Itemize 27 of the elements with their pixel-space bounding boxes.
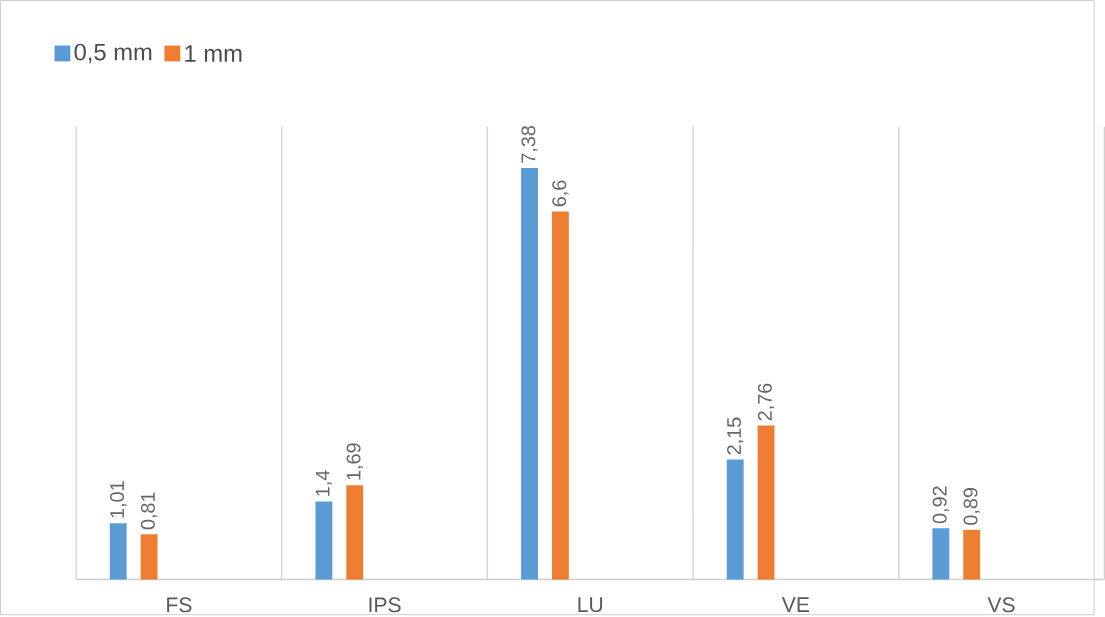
- bar: [757, 425, 775, 580]
- bar: [551, 211, 569, 580]
- data-label: 2,15: [727, 417, 744, 455]
- bar: [315, 501, 333, 580]
- bar: [963, 529, 981, 580]
- x-tick-label: VS: [987, 597, 1015, 613]
- data-label: 1,69: [346, 443, 363, 480]
- x-tick-label: IPS: [369, 597, 401, 613]
- data-label: 1,4: [315, 470, 332, 496]
- legend-label: 0,5 mm: [74, 43, 152, 64]
- x-tick-label: FS: [167, 597, 192, 613]
- data-label: 1,01: [110, 481, 127, 518]
- bar: [726, 459, 744, 580]
- legend-label: 1 mm: [185, 45, 242, 62]
- x-tick-label: LU: [578, 597, 603, 613]
- data-label: 2,76: [757, 383, 775, 421]
- data-label: 0,89: [963, 488, 980, 525]
- bar: [521, 168, 538, 580]
- data-label: 0,92: [932, 486, 950, 524]
- x-tick-label: VE: [781, 597, 810, 613]
- bar: [140, 534, 158, 580]
- bar: [109, 523, 127, 580]
- bar: [346, 485, 364, 580]
- data-label: 6,6: [552, 180, 569, 207]
- data-label: 0,81: [140, 492, 158, 530]
- bar: [932, 528, 950, 580]
- data-label: 7,38: [521, 126, 538, 163]
